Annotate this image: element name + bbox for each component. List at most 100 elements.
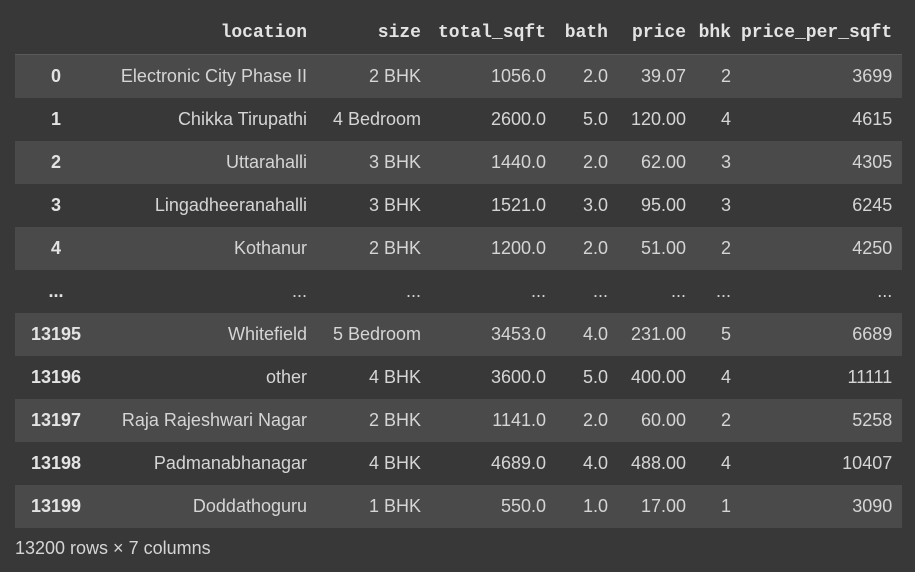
column-header-size: size <box>317 12 431 55</box>
cell-price: 120.00 <box>630 109 686 129</box>
cell-bhk: 2 <box>720 66 731 86</box>
cell-bhk: 1 <box>720 496 731 516</box>
header-row: location size total_sqft bath price bhk … <box>15 12 903 55</box>
cell-location: Chikka Tirupathi <box>177 109 307 129</box>
cell-bath: ... <box>592 281 608 301</box>
table-row: 3 Lingadheeranahalli 3 BHK 1521.0 3.0 95… <box>15 184 903 227</box>
column-header-location: location <box>97 12 317 55</box>
cell-total-sqft: 3453.0 <box>490 324 546 344</box>
cell-size: 4 BHK <box>368 453 421 473</box>
table-row-ellipsis: ... ... ... ... ... ... ... ... <box>15 270 903 313</box>
table-row: 13199 Doddathoguru 1 BHK 550.0 1.0 17.00… <box>15 485 903 528</box>
shape-summary: 13200 rows × 7 columns <box>15 538 211 558</box>
cell-total-sqft: 1056.0 <box>490 66 546 86</box>
row-index: 0 <box>50 66 61 86</box>
cell-total-sqft: 2600.0 <box>490 109 546 129</box>
cell-size: ... <box>405 281 421 301</box>
row-index: 13195 <box>30 324 82 344</box>
dataframe-table: location size total_sqft bath price bhk … <box>15 12 903 528</box>
table-row: 2 Uttarahalli 3 BHK 1440.0 2.0 62.00 3 4… <box>15 141 903 184</box>
table-row: 0 Electronic City Phase II 2 BHK 1056.0 … <box>15 54 903 98</box>
column-header-bath: bath <box>556 12 618 55</box>
cell-size: 2 BHK <box>368 410 421 430</box>
cell-bath: 2.0 <box>582 66 608 86</box>
row-index: 13198 <box>30 453 82 473</box>
cell-price-per-sqft: 3090 <box>852 496 893 516</box>
cell-size: 3 BHK <box>368 195 421 215</box>
cell-location: Raja Rajeshwari Nagar <box>121 410 307 430</box>
cell-total-sqft: 3600.0 <box>490 367 546 387</box>
cell-location: Whitefield <box>227 324 307 344</box>
cell-bath: 4.0 <box>582 324 608 344</box>
cell-price: 62.00 <box>640 152 686 172</box>
cell-price-per-sqft: 10407 <box>842 453 893 473</box>
row-index: 13199 <box>30 496 82 516</box>
cell-location: Uttarahalli <box>225 152 307 172</box>
cell-bhk: ... <box>715 281 731 301</box>
cell-total-sqft: 1440.0 <box>490 152 546 172</box>
cell-bath: 5.0 <box>582 367 608 387</box>
cell-price: 60.00 <box>640 410 686 430</box>
cell-price: 400.00 <box>630 367 686 387</box>
row-index: 2 <box>50 152 61 172</box>
cell-bath: 3.0 <box>582 195 608 215</box>
column-header-price-per-sqft: price_per_sqft <box>741 12 903 55</box>
cell-total-sqft: 4689.0 <box>490 453 546 473</box>
cell-price: 231.00 <box>630 324 686 344</box>
cell-bhk: 3 <box>720 152 731 172</box>
row-index: 1 <box>50 109 61 129</box>
table-row: 13198 Padmanabhanagar 4 BHK 4689.0 4.0 4… <box>15 442 903 485</box>
cell-size: 3 BHK <box>368 152 421 172</box>
cell-total-sqft: 1141.0 <box>492 410 546 430</box>
table-row: 13195 Whitefield 5 Bedroom 3453.0 4.0 23… <box>15 313 903 356</box>
cell-location: Electronic City Phase II <box>120 66 307 86</box>
column-header-total-sqft: total_sqft <box>431 12 556 55</box>
cell-price-per-sqft: 4250 <box>852 238 893 258</box>
cell-bath: 4.0 <box>582 453 608 473</box>
cell-bath: 1.0 <box>582 496 608 516</box>
cell-size: 1 BHK <box>368 496 421 516</box>
row-index: 3 <box>50 195 61 215</box>
table-row: 13196 other 4 BHK 3600.0 5.0 400.00 4 11… <box>15 356 903 399</box>
cell-price-per-sqft: 3699 <box>852 66 893 86</box>
cell-price: 488.00 <box>630 453 686 473</box>
cell-total-sqft: 550.0 <box>500 496 546 516</box>
cell-bhk: 4 <box>720 367 731 387</box>
cell-location: other <box>265 367 307 387</box>
cell-price: 95.00 <box>640 195 686 215</box>
cell-total-sqft: 1521.0 <box>490 195 546 215</box>
cell-location: Padmanabhanagar <box>153 453 307 473</box>
cell-size: 2 BHK <box>368 66 421 86</box>
cell-bhk: 4 <box>720 109 731 129</box>
cell-location: Kothanur <box>233 238 307 258</box>
cell-location: Doddathoguru <box>192 496 307 516</box>
cell-size: 4 Bedroom <box>332 109 421 129</box>
cell-bhk: 2 <box>720 410 731 430</box>
cell-price-per-sqft: 4305 <box>852 152 893 172</box>
table-row: 13197 Raja Rajeshwari Nagar 2 BHK 1141.0… <box>15 399 903 442</box>
cell-total-sqft: 1200.0 <box>490 238 546 258</box>
cell-price-per-sqft: 6689 <box>852 324 893 344</box>
cell-bath: 2.0 <box>582 152 608 172</box>
cell-price: 51.00 <box>640 238 686 258</box>
cell-bhk: 3 <box>720 195 731 215</box>
row-index: ... <box>48 281 64 301</box>
column-header-bhk: bhk <box>696 12 741 55</box>
cell-size: 5 Bedroom <box>332 324 421 344</box>
cell-price-per-sqft: ... <box>877 281 893 301</box>
cell-location: ... <box>291 281 307 301</box>
cell-price-per-sqft: 11111 <box>847 367 893 387</box>
table-body: 0 Electronic City Phase II 2 BHK 1056.0 … <box>15 54 903 528</box>
table-row: 1 Chikka Tirupathi 4 Bedroom 2600.0 5.0 … <box>15 98 903 141</box>
cell-location: Lingadheeranahalli <box>154 195 307 215</box>
cell-size: 4 BHK <box>368 367 421 387</box>
cell-price: 39.07 <box>640 66 686 86</box>
cell-price: ... <box>670 281 686 301</box>
cell-bath: 2.0 <box>582 410 608 430</box>
cell-price: 17.00 <box>640 496 686 516</box>
cell-bath: 5.0 <box>582 109 608 129</box>
row-index: 13197 <box>30 410 82 430</box>
cell-bath: 2.0 <box>582 238 608 258</box>
cell-total-sqft: ... <box>530 281 546 301</box>
